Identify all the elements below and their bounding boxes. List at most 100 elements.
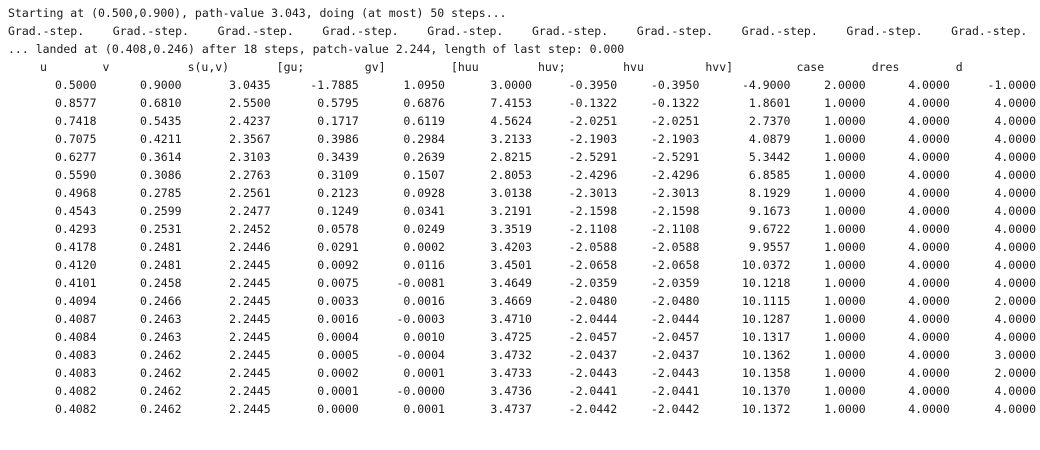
table-cell: 0.7075 — [54, 132, 97, 146]
table-body: 0.5000 0.9000 3.0435 -1.7885 1.0950 3.0000 -0.… — [34, 76, 1036, 418]
table-cell: -1.0000 — [987, 78, 1036, 92]
table-cell: 4.0000 — [994, 150, 1036, 164]
table-cell: 0.2639 — [403, 150, 445, 164]
table-cell: 1.0000 — [824, 312, 866, 326]
table-cell: 4.0000 — [994, 240, 1036, 254]
table-cell: 0.2984 — [403, 132, 445, 146]
table-cell: 2.8053 — [490, 168, 532, 182]
grad-step-marker: Grad.-step. — [531, 24, 609, 38]
table-cell: 4.0000 — [994, 168, 1036, 182]
table-cell: 4.0000 — [994, 312, 1036, 326]
table-cell: 10.1372 — [741, 402, 791, 416]
table-cell: 0.4101 — [54, 276, 97, 290]
table-cell: 4.0000 — [908, 366, 950, 380]
table-cell: 0.0004 — [317, 330, 359, 344]
table-cell: -2.4296 — [568, 168, 618, 182]
table-cell: -2.0251 — [650, 114, 700, 128]
table-cell: 0.0116 — [403, 258, 445, 272]
table-cell: 4.0000 — [908, 204, 950, 218]
table-cell: 0.2462 — [140, 384, 182, 398]
column-header: s(u,v) — [187, 60, 230, 74]
table-cell: 4.0000 — [994, 258, 1036, 272]
table-cell: 2.2445 — [229, 294, 271, 308]
table-cell: 0.0033 — [317, 294, 359, 308]
grad-steps-line: Grad.-step. Grad.-step. Grad.-step. Grad.-s… — [8, 22, 1036, 40]
column-header: hvv] — [705, 60, 734, 74]
table-cell: 2.0000 — [824, 78, 866, 92]
table-cell: 4.5624 — [490, 114, 532, 128]
table-cell: -2.0588 — [568, 240, 618, 254]
table-cell: 0.4084 — [54, 330, 97, 344]
table-cell: -2.0443 — [650, 366, 700, 380]
table-cell: 0.5000 — [54, 78, 97, 92]
table-cell: 0.2599 — [140, 204, 182, 218]
table-cell: 4.0000 — [908, 276, 950, 290]
table-cell: -1.7885 — [310, 78, 359, 92]
table-cell: 3.4501 — [490, 258, 532, 272]
table-cell: 4.0000 — [908, 240, 950, 254]
table-cell: 9.1673 — [748, 204, 791, 218]
table-cell: 0.6810 — [140, 96, 182, 110]
grad-step-marker: Grad.-step. — [741, 24, 818, 38]
table-cell: -0.0081 — [396, 276, 445, 290]
table-cell: 1.0000 — [824, 114, 866, 128]
table-cell: 2.2763 — [229, 168, 271, 182]
table-cell: 4.0000 — [994, 384, 1036, 398]
table-cell: 3.3519 — [490, 222, 532, 236]
table-cell: 0.0005 — [317, 348, 359, 362]
table-cell: 6.8585 — [748, 168, 791, 182]
table-cell: 4.0000 — [908, 258, 950, 272]
table-cell: -2.0443 — [568, 366, 618, 380]
table-cell: 0.4968 — [54, 186, 97, 200]
table-row: 0.4082 0.2462 2.2445 0.0001 -0.0000 3.4736 -2.… — [34, 382, 1036, 400]
grad-step-marker: Grad.-step. — [636, 24, 713, 38]
table-cell: 2.2477 — [229, 204, 271, 218]
column-header: v — [102, 60, 110, 74]
table-cell: 0.2123 — [317, 186, 359, 200]
table-cell: 2.2445 — [229, 348, 271, 362]
table-cell: 4.0000 — [994, 114, 1036, 128]
table-cell: 1.0000 — [824, 222, 866, 236]
table-cell: 1.0000 — [824, 96, 866, 110]
table-row: 0.4178 0.2481 2.2446 0.0291 0.0002 3.4203 -2.0… — [34, 238, 1036, 256]
table-cell: 0.0291 — [317, 240, 359, 254]
table-cell: -0.3950 — [568, 78, 618, 92]
table-cell: 0.6277 — [54, 150, 97, 164]
table-cell: 0.0092 — [317, 258, 359, 272]
table-cell: -4.9000 — [741, 78, 791, 92]
table-cell: 0.0002 — [403, 240, 445, 254]
table-cell: -0.1322 — [650, 96, 700, 110]
grad-step-marker: Grad.-step. — [951, 24, 1028, 38]
table-cell: -2.0444 — [568, 312, 618, 326]
table-cell: -2.0442 — [650, 402, 700, 416]
table-cell: 2.3103 — [229, 150, 271, 164]
table-cell: -2.0457 — [568, 330, 618, 344]
table-cell: 4.0000 — [994, 402, 1036, 416]
table-cell: 1.0000 — [824, 348, 866, 362]
table-cell: 0.1717 — [317, 114, 359, 128]
table-cell: 0.5795 — [317, 96, 359, 110]
table-row: 0.8577 0.6810 2.5500 0.5795 0.6876 7.4153 -0.1… — [34, 94, 1036, 112]
table-cell: 0.3986 — [317, 132, 359, 146]
table-cell: 0.2531 — [140, 222, 182, 236]
table-cell: 0.2458 — [140, 276, 182, 290]
table-cell: -2.0658 — [650, 258, 700, 272]
table-cell: 0.4293 — [54, 222, 97, 236]
table-cell: 0.4082 — [54, 384, 97, 398]
table-cell: 0.4083 — [54, 348, 97, 362]
table-row: 0.5000 0.9000 3.0435 -1.7885 1.0950 3.0000 -0.… — [34, 76, 1036, 94]
table-cell: 10.1358 — [741, 366, 791, 380]
table-row: 0.6277 0.3614 2.3103 0.3439 0.2639 2.8215 -2.5… — [34, 148, 1036, 166]
table-cell: 0.4087 — [54, 312, 97, 326]
table-cell: 0.0928 — [403, 186, 445, 200]
table-cell: 1.8601 — [748, 96, 791, 110]
table-cell: -0.0000 — [396, 384, 445, 398]
table-cell: 0.2462 — [140, 402, 182, 416]
table-cell: 0.3439 — [317, 150, 359, 164]
table-cell: 4.0000 — [994, 186, 1036, 200]
table-header-row: u v s(u,v) [gu; gv] [huu huv; hvu hvv] case dres d — [34, 58, 1036, 76]
table-cell: 3.4737 — [490, 402, 532, 416]
table-cell: 0.2785 — [140, 186, 182, 200]
table-cell: 0.3614 — [140, 150, 182, 164]
table-cell: 3.4732 — [490, 348, 532, 362]
